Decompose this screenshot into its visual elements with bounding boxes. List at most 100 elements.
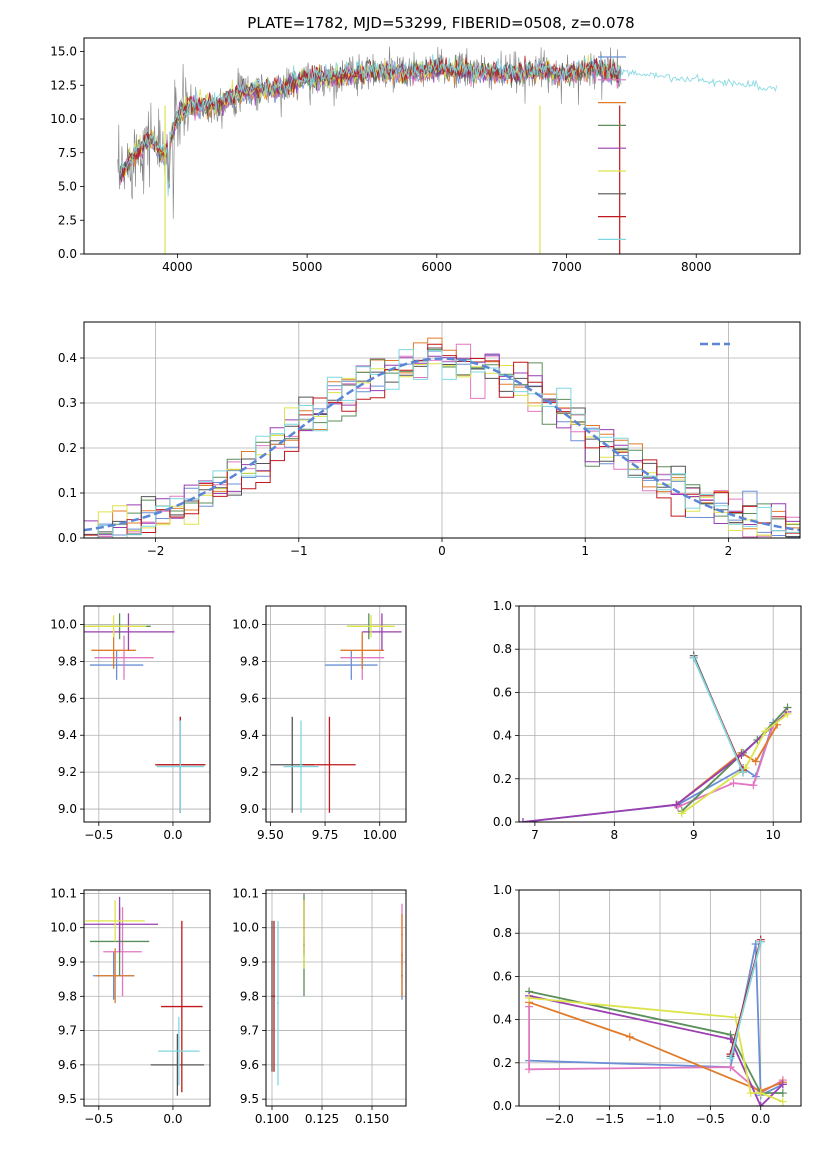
weight-marker [737,751,746,760]
panel-weight_vs_age: 7 8 9 10 0.0 0.2 0.4 0.6 0.8 1.0 [493,599,802,842]
y-tick-label: 10.0 [50,921,77,935]
x-tick-label: 9.50 [257,828,284,842]
axes-frame [518,605,802,823]
y-tick-label: 10.0 [232,921,259,935]
panel-age_vs_Z: −0.5 0.0 9.0 9.2 9.4 9.6 9.8 10.0 [50,605,211,842]
weight-marker [672,800,681,809]
y-tick-label: 0.1 [58,486,77,500]
y-tick-label: 1.0 [493,599,512,613]
y-tick-label: 10.0 [50,112,77,126]
x-tick-label: 2 [725,544,733,558]
y-tick-label: 9.6 [240,691,259,705]
y-tick-label: 0.8 [493,642,512,656]
weight-marker [729,779,738,788]
y-tick-label: 9.9 [58,955,77,969]
x-tick-label: 0 [438,544,446,558]
plot-area [271,893,403,1086]
y-tick-label: 0.6 [493,969,512,983]
weight-marker [677,809,686,818]
weight-marker [746,1089,755,1098]
weight-marker [778,1089,787,1098]
y-tick-label: 10.1 [232,886,259,900]
x-tick-label: 9 [690,828,698,842]
x-tick-label: −1.5 [595,1112,624,1126]
y-tick-label: 9.6 [240,1058,259,1072]
y-tick-label: 9.5 [58,1092,77,1106]
y-tick-label: 5.0 [58,180,77,194]
y-tick-label: 9.7 [58,1024,77,1038]
x-tick-label: 1 [581,544,589,558]
y-tick-label: 0.3 [58,396,77,410]
weight-marker [731,1013,740,1022]
axes-frame [83,321,801,539]
y-tick-label: 1.0 [493,883,512,897]
x-tick-label: 5000 [292,260,323,274]
axes-frame [83,889,211,1107]
y-tick-label: 0.4 [493,1013,512,1027]
figure-title: PLATE=1782, MJD=53299, FIBERID=0508, z=0… [247,14,634,32]
axes-frame [83,37,801,255]
x-tick-label: −0.5 [696,1112,725,1126]
x-tick-label: 7 [531,828,539,842]
y-tick-label: 9.8 [240,989,259,1003]
x-tick-label: 8 [611,828,619,842]
y-tick-label: 15.0 [50,45,77,59]
panel-mass_vs_ebv: 0.100 0.125 0.150 9.5 9.6 9.7 9.8 9.9 10.0 10.1 [232,886,407,1126]
plot-area [84,896,205,1096]
y-tick-label: 9.6 [58,691,77,705]
y-tick-label: 0.2 [493,772,512,786]
x-tick-label: 4000 [162,260,193,274]
x-tick-label: 0.0 [163,828,182,842]
panel-mass_vs_Z: −0.5 0.0 9.5 9.6 9.7 9.8 9.9 10.0 10.1 [50,886,211,1126]
weight-marker [756,937,765,946]
plot-area [84,613,206,813]
y-tick-label: 9.0 [240,802,259,816]
y-tick-label: 9.0 [58,802,77,816]
weight-marker [525,994,534,1002]
y-tick-label: 9.5 [240,1092,259,1106]
x-tick-label: −1.0 [645,1112,674,1126]
weight-marker [689,653,698,662]
x-tick-label: 0.0 [163,1112,182,1126]
x-tick-label: −0.5 [84,1112,113,1126]
y-tick-label: 0.0 [493,815,512,829]
axes-frame [518,889,802,1107]
y-tick-label: 0.4 [493,729,512,743]
weight-line-8 [729,941,762,1059]
panel-residuals: −2 −1 0 1 2 0.0 0.1 0.2 0.3 0.4 [58,321,801,558]
y-tick-label: 0.0 [493,1099,512,1113]
x-tick-label: 0.150 [355,1112,389,1126]
weight-marker [625,1032,634,1041]
y-tick-label: 10.1 [50,886,77,900]
weight-marker [525,1065,534,1074]
weight-line-4 [528,994,784,1106]
weight-marker [778,1080,787,1089]
y-tick-label: 9.9 [240,955,259,969]
x-tick-label: 10.00 [363,828,397,842]
histogram-8 [84,349,800,538]
y-tick-label: 0.0 [58,531,77,545]
weight-line-5 [681,713,789,815]
y-tick-label: 0.0 [58,247,77,261]
x-tick-label: −1 [290,544,308,558]
y-tick-label: 9.2 [240,765,259,779]
normal-curve [84,357,800,532]
weight-line-3 [528,990,783,1094]
panel-age_vs_mass: 9.50 9.75 10.00 9.0 9.2 9.4 9.6 9.8 10.0 [232,605,407,842]
y-tick-label: 9.4 [58,728,77,742]
weight-marker [751,940,760,948]
y-tick-label: 10.0 [232,617,259,631]
plot-area [270,613,402,813]
weight-marker [761,727,770,736]
x-tick-label: 8000 [681,260,712,274]
axes-frame [265,889,407,1107]
panel-weight_vs_Z: −2.0 −1.5 −1.0 −0.5 0.0 0.0 0.2 0.4 0.6 0.8 1.0 [493,883,802,1126]
model-line-0 [120,59,621,187]
weight-marker [751,757,760,766]
axes-frame [83,605,211,823]
plot-area [519,651,792,822]
y-tick-label: 2.5 [58,213,77,227]
x-tick-label: −0.5 [84,828,113,842]
y-tick-label: 10.0 [50,617,77,631]
y-tick-label: 9.7 [240,1024,259,1038]
